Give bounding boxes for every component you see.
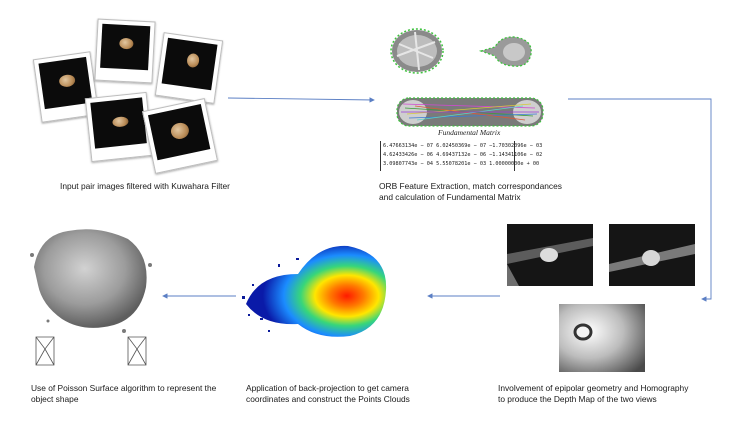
step1-caption: Input pair images filtered with Kuwahara…	[60, 181, 230, 191]
arrow-step1-to-step2	[227, 97, 375, 103]
orb-features-image	[390, 28, 544, 127]
step5-caption-line1: Use of Poisson Surface algorithm to repr…	[31, 383, 217, 393]
arrow-step2-to-step3	[568, 98, 712, 302]
step5-caption: Use of Poisson Surface algorithm to repr…	[31, 383, 216, 404]
epipolar-views-image	[507, 224, 695, 372]
fundamental-matrix-title: Fundamental Matrix	[438, 128, 501, 137]
step4-caption-line1: Application of back-projection to get ca…	[246, 383, 409, 393]
step2-caption-line2: and calculation of Fundamental Matrix	[379, 191, 521, 202]
point-cloud-image	[242, 245, 387, 337]
fundamental-matrix: 6.47663134e − 07 6.02450369e − 07 −1.703…	[380, 141, 542, 171]
step3-caption: Involvement of epipolar geometry and Hom…	[498, 383, 688, 404]
step2-caption-line1: ORB Feature Extraction, match correspond…	[379, 181, 562, 191]
poisson-surface-image	[30, 229, 152, 366]
step2-caption: ORB Feature Extraction, match correspond…	[379, 181, 562, 202]
matrix-row: 3.09807743e − 04 5.55078201e − 03 1.0000…	[383, 161, 540, 167]
step3-caption-line1: Involvement of epipolar geometry and Hom…	[498, 383, 689, 393]
matrix-row: 4.62433426e − 06 4.69437132e − 06 −1.143…	[383, 152, 543, 158]
step5-caption-line2: object shape	[31, 393, 79, 404]
matrix-row: 6.47663134e − 07 6.02450369e − 07 −1.703…	[383, 143, 543, 149]
step4-caption-line2: coordinates and construct the Points Clo…	[246, 393, 410, 404]
step3-caption-line2: to produce the Depth Map of the two view…	[498, 393, 657, 404]
step4-caption: Application of back-projection to get ca…	[246, 383, 410, 404]
